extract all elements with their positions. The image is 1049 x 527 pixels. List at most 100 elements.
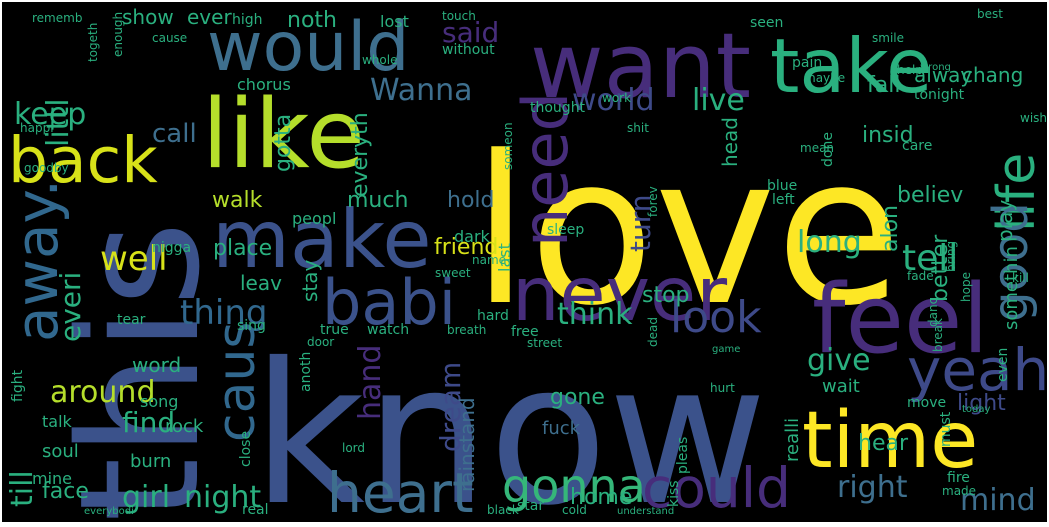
word-bring: bring [944,241,958,272]
word-name: name [472,253,506,267]
word-mind: mind [960,483,1036,518]
word-danc: danc [926,298,940,327]
word-star: star [517,498,544,514]
word-hear: hear [858,431,909,456]
word-leav: leav [240,271,282,295]
word-good: good [983,202,1039,322]
word-everyth: everyth [348,112,373,197]
word-wait: wait [822,376,860,397]
word-much: much [347,188,408,213]
word-must: must [938,411,954,447]
word-gotta: gotta [271,114,296,172]
word-want: want [530,14,751,119]
word-made: made [942,484,976,498]
word-this: this [44,221,236,522]
word-find: find [122,406,175,439]
word-wrong: wrong [920,62,951,73]
word-soul: soul [42,441,79,462]
word-believ: believ [897,183,963,208]
word-fight: fight [10,369,26,402]
word-sweet: sweet [435,266,471,280]
word-enough: enough [111,12,125,57]
word-seen: seen [750,15,783,31]
word-sleep: sleep [547,222,584,238]
word-stop: stop [642,283,690,308]
word-smile: smile [872,31,904,45]
word-take: take [770,22,932,110]
word-mean: mean [800,141,834,155]
word-street: street [527,336,562,350]
word-noth: noth [287,8,337,33]
word-alway: alway [914,63,972,87]
word-pain: pain [792,55,822,71]
word-chorus: chorus [237,75,291,94]
word-well: well [100,239,168,279]
word-dark: dark [454,227,491,246]
word-gone: gone [550,385,605,410]
word-babi: babi [322,266,456,339]
word-chang: chang [962,63,1023,87]
word-could: could [642,456,791,520]
word-whole: whole [362,53,397,67]
word-gonna: gonna [502,459,646,513]
word-goodby: goodby [24,161,69,175]
word-song: song [140,392,178,411]
word-peopl: peopl [292,209,336,228]
word-hurt: hurt [710,381,735,395]
word-best: best [977,7,1003,21]
word-realli: realli [782,418,803,462]
word-maybe: maybe [804,71,845,85]
word-high: high [232,12,263,28]
word-home: home [570,485,632,510]
word-know: know [252,321,767,522]
word-wish: wish [1020,111,1047,125]
word-hand: hand [353,345,388,420]
word-hope: hope [959,272,973,302]
word-game: game [712,344,740,355]
word-walk: walk [212,188,263,213]
word-work: work [602,91,631,105]
word-togeth: togeth [86,23,100,62]
word-heart: heart [327,461,474,522]
word-make: make [212,193,432,286]
word-world: world [572,83,655,118]
word-understand: understand [617,506,674,517]
word-night: night [184,480,261,515]
word-pleas: pleas [675,437,691,474]
word-light: light [957,391,1006,416]
word-kiss: kiss [666,480,682,507]
word-real: real [242,502,269,518]
word-black: black [487,503,519,517]
word-everybodi: everybodi [84,506,134,517]
word-around: around [50,375,155,410]
word-anoth: anoth [298,352,314,392]
word-littl: littl [41,98,76,147]
word-break: break [931,318,945,352]
word-touch: touch [442,9,476,23]
word-think: think [557,297,633,332]
word-fire: fire [947,470,970,486]
word-today: today [962,404,991,415]
word-give: give [807,343,871,378]
word-last: last [495,243,514,272]
word-love: love [472,113,902,351]
word-tell: tell [902,238,958,279]
word-somethin: somethin [1001,246,1022,330]
word-call: call [152,119,197,149]
word-head: head [718,117,742,167]
word-back: back [8,124,158,197]
word-dead: dead [646,317,660,347]
word-never: never [512,250,727,338]
word-caus: caus [207,321,267,442]
word-rememb: rememb [32,11,82,25]
word-watch: watch [367,322,409,338]
word-would: would [207,8,409,87]
word-word: word [132,353,181,377]
word-tonight: tonight [914,87,965,103]
word-rock: rock [165,416,204,437]
word-blue: blue [767,178,797,194]
word-rainstand: rainstand [455,397,479,492]
word-everi: everi [54,272,87,342]
word-hold: hold [447,188,494,213]
